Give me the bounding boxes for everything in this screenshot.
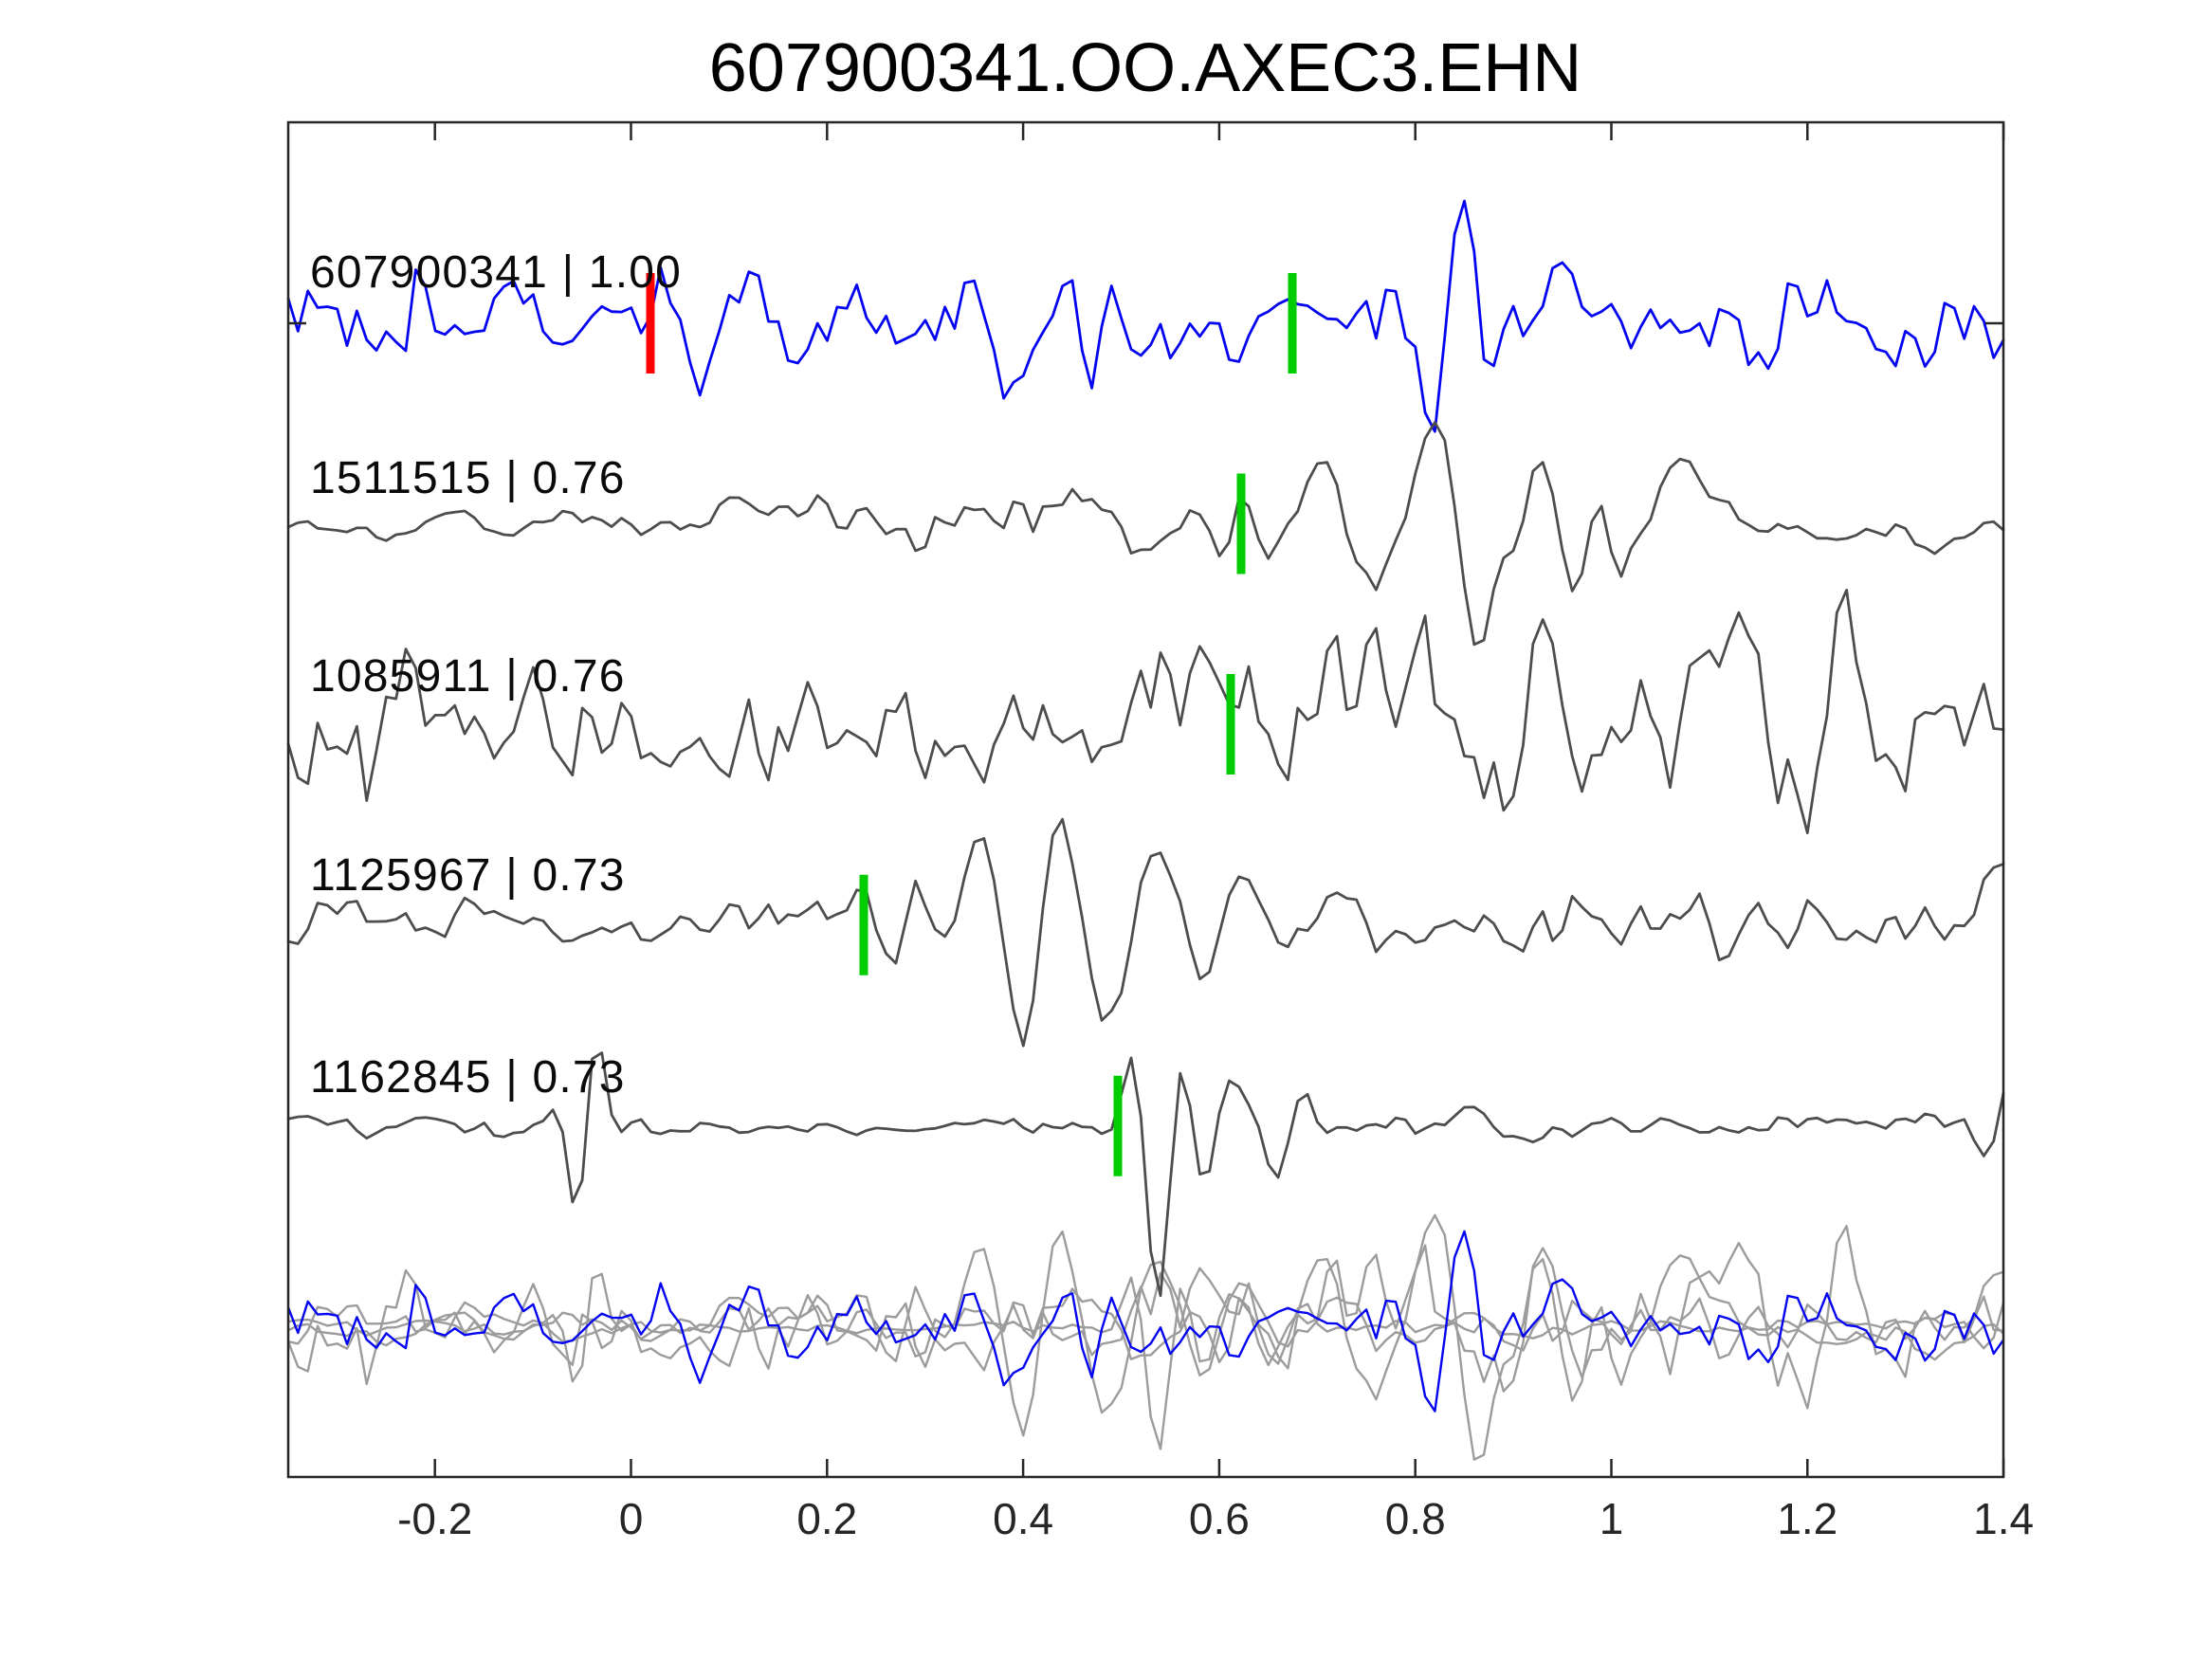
svg-text:0: 0: [619, 1494, 644, 1543]
svg-text:607900341.OO.AXEC3.EHN: 607900341.OO.AXEC3.EHN: [709, 30, 1582, 106]
svg-text:0.4: 0.4: [993, 1494, 1053, 1543]
svg-text:-0.2: -0.2: [397, 1494, 472, 1543]
svg-text:1162845 | 0.73: 1162845 | 0.73: [310, 1052, 626, 1103]
svg-text:1125967 | 0.73: 1125967 | 0.73: [310, 850, 626, 901]
svg-text:1.2: 1.2: [1777, 1494, 1837, 1543]
svg-text:1: 1: [1600, 1494, 1624, 1543]
svg-text:1085911 | 0.76: 1085911 | 0.76: [310, 651, 626, 702]
svg-text:0.6: 0.6: [1189, 1494, 1250, 1543]
svg-text:607900341 | 1.00: 607900341 | 1.00: [310, 247, 682, 298]
svg-text:0.8: 0.8: [1385, 1494, 1446, 1543]
svg-text:1511515 | 0.76: 1511515 | 0.76: [310, 453, 626, 503]
svg-text:0.2: 0.2: [796, 1494, 857, 1543]
svg-text:1.4: 1.4: [1973, 1494, 2034, 1543]
